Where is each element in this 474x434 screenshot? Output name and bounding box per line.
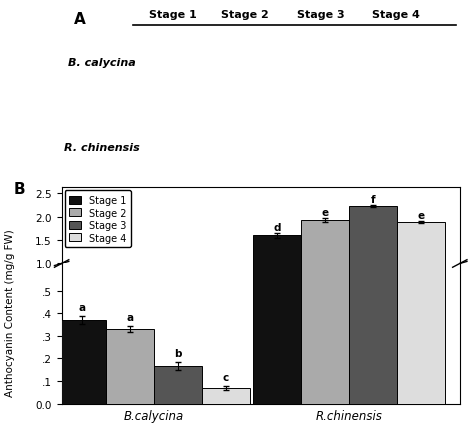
Text: A: A (73, 12, 85, 26)
Bar (397, 0, 445, 404)
Bar (58, 320, 106, 404)
Text: a: a (78, 302, 85, 312)
Bar (154, 303, 202, 311)
Text: R. chinensis: R. chinensis (64, 143, 139, 153)
Text: Anthocyanin Content (mg/g FW): Anthocyanin Content (mg/g FW) (5, 229, 15, 396)
Text: c: c (223, 372, 229, 382)
Text: a: a (126, 312, 133, 322)
Bar (397, 223, 445, 311)
Bar (253, 43, 301, 404)
Bar (301, 0, 349, 404)
Text: f: f (371, 194, 375, 204)
Bar (349, 207, 397, 311)
Text: B. calycina: B. calycina (68, 58, 135, 68)
Bar (202, 388, 250, 404)
Text: Stage 1: Stage 1 (149, 10, 197, 20)
Legend: Stage 1, Stage 2, Stage 3, Stage 4: Stage 1, Stage 2, Stage 3, Stage 4 (64, 191, 131, 248)
Bar (106, 295, 154, 311)
Bar (349, 0, 397, 404)
Text: Stage 3: Stage 3 (297, 10, 344, 20)
Text: B: B (14, 182, 26, 197)
Text: Stage 2: Stage 2 (221, 10, 269, 20)
Bar (253, 236, 301, 311)
Text: Stage 4: Stage 4 (372, 10, 420, 20)
Bar (301, 220, 349, 311)
Text: d: d (273, 222, 281, 232)
Bar (58, 293, 106, 311)
Text: e: e (322, 207, 329, 217)
Text: e: e (418, 210, 425, 220)
Bar (154, 366, 202, 404)
Text: b: b (174, 349, 182, 358)
Bar (106, 329, 154, 404)
Bar (202, 307, 250, 311)
